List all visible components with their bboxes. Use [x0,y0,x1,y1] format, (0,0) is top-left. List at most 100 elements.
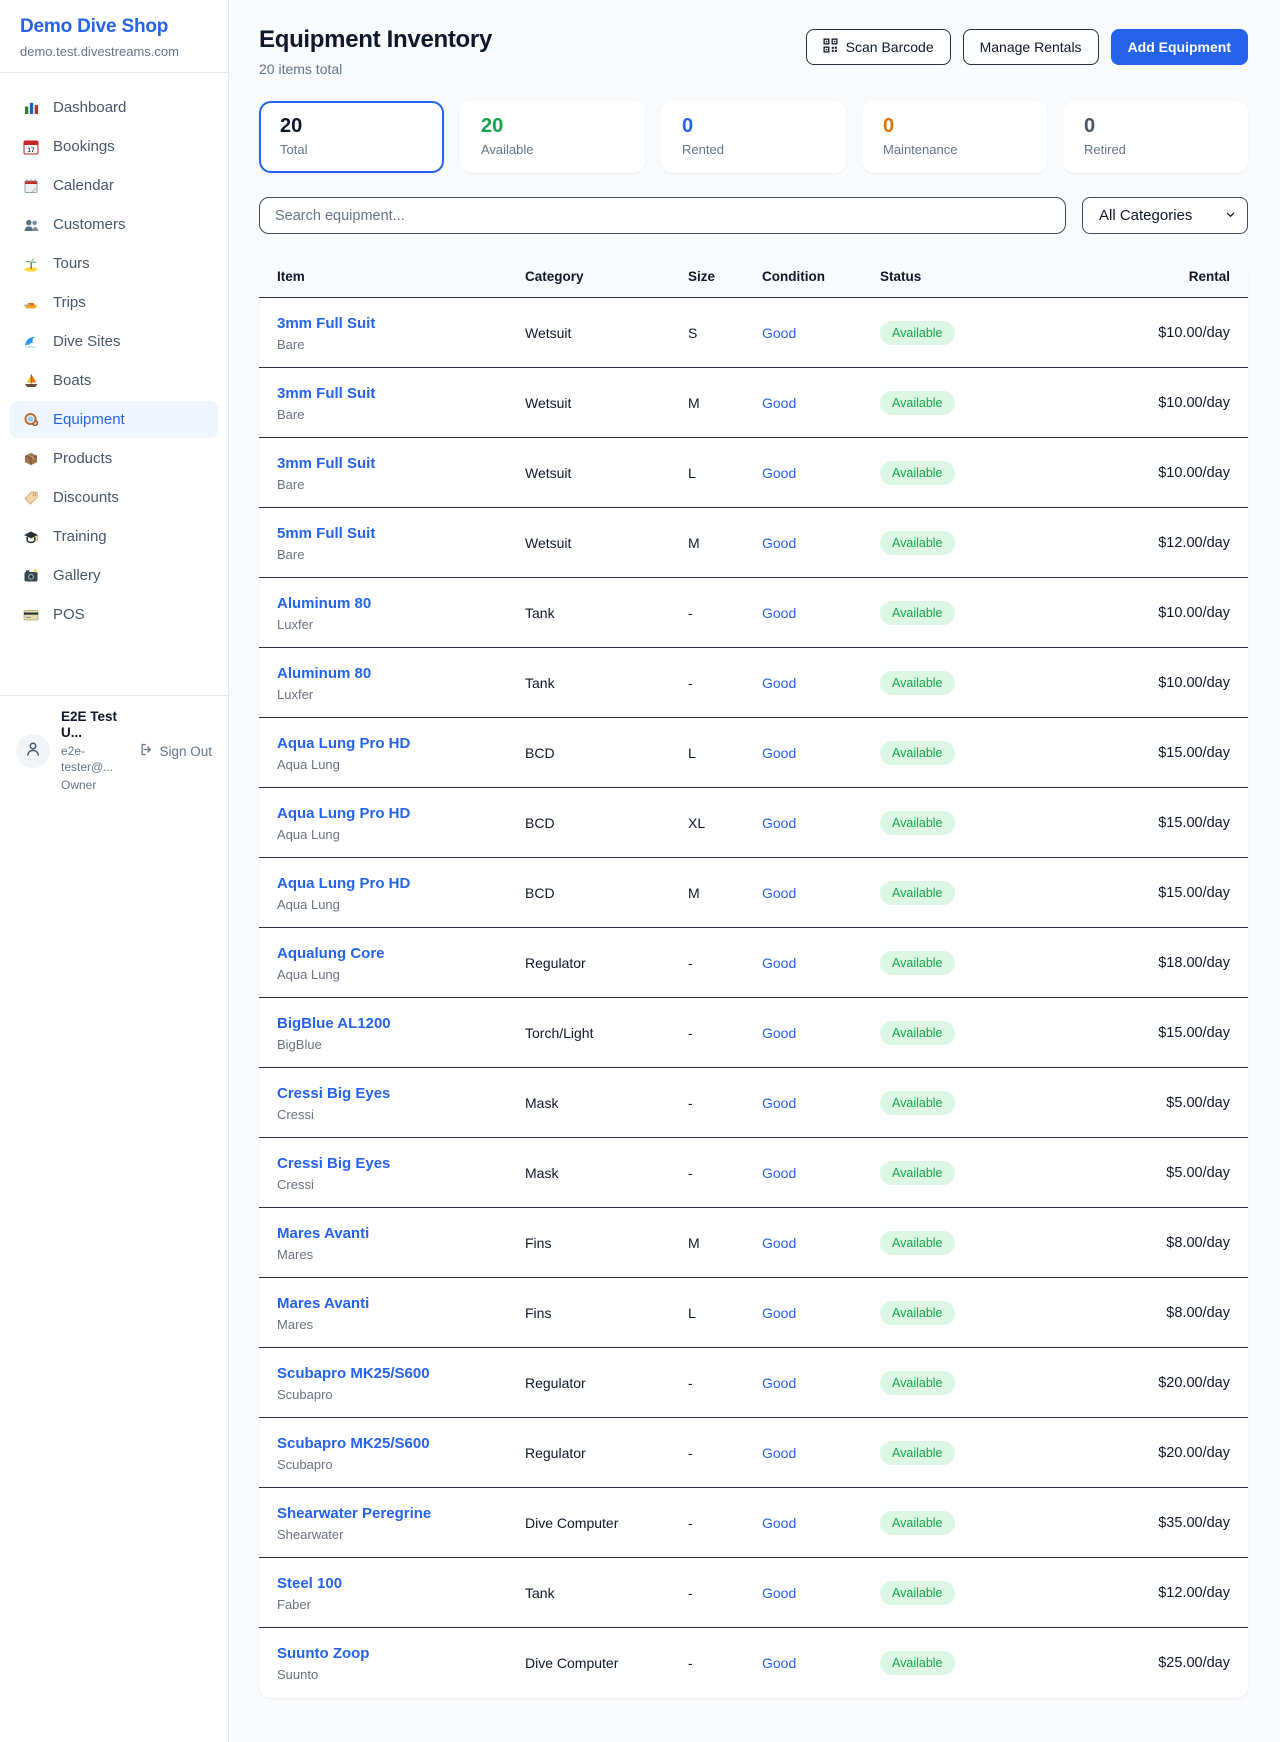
size-cell: M [688,394,700,411]
rental-cell: $15.00/day [1158,814,1230,831]
condition-link[interactable]: Good [762,1164,797,1181]
condition-link[interactable]: Good [762,1444,797,1461]
category-cell: Regulator [525,954,586,971]
stat-card-retired[interactable]: 0 Retired [1063,101,1248,173]
condition-link[interactable]: Good [762,814,797,831]
condition-link[interactable]: Good [762,534,797,551]
sidebar-item-trips[interactable]: Trips [10,284,218,321]
item-name-link[interactable]: Mares Avanti [277,1294,370,1312]
rental-cell: $5.00/day [1166,1094,1230,1111]
rental-cell: $15.00/day [1158,884,1230,901]
status-cell: Available [880,1020,1118,1045]
stat-card-maintenance[interactable]: 0 Maintenance [862,101,1047,173]
condition-link[interactable]: Good [762,674,797,691]
condition-link[interactable]: Good [762,744,797,761]
item-name-link[interactable]: 5mm Full Suit [277,524,376,542]
item-name-link[interactable]: Shearwater Peregrine [277,1504,432,1522]
scan-barcode-button[interactable]: Scan Barcode [805,29,951,65]
manage-rentals-label: Manage Rentals [979,39,1082,55]
add-equipment-button[interactable]: Add Equipment [1110,29,1248,65]
condition-link[interactable]: Good [762,1094,797,1111]
manage-rentals-button[interactable]: Manage Rentals [962,29,1099,65]
condition-link[interactable]: Good [762,1514,797,1531]
condition-link[interactable]: Good [762,1304,797,1321]
rental-cell: $10.00/day [1158,324,1230,341]
equipment-table: Item Category Size Condition Status Rent… [259,256,1248,1698]
stat-card-total[interactable]: 20 Total [259,101,444,173]
item-name-link[interactable]: Cressi Big Eyes [277,1154,391,1172]
sidebar-item-equipment[interactable]: Equipment [10,401,218,438]
size-cell: - [688,1444,693,1461]
condition-link[interactable]: Good [762,1655,797,1671]
item-name-link[interactable]: Aqualung Core [277,944,385,962]
table-row: 3mm Full Suit Bare Wetsuit L Good Available $1… [259,438,1248,508]
size-cell: L [688,464,696,481]
item-name-link[interactable]: Cressi Big Eyes [277,1084,391,1102]
item-brand: Bare [277,336,305,352]
sidebar-item-products[interactable]: Products [10,440,218,477]
condition-link[interactable]: Good [762,884,797,901]
category-cell: BCD [525,814,555,831]
condition-link[interactable]: Good [762,1374,797,1391]
sidebar-item-calendar[interactable]: Calendar [10,167,218,204]
condition-link[interactable]: Good [762,1234,797,1251]
status-cell: Available [880,1651,1118,1675]
sidebar-item-discounts[interactable]: Discounts [10,479,218,516]
column-header-rental: Rental [1188,269,1230,284]
chevron-down-icon [1225,207,1236,224]
item-name-link[interactable]: Aluminum 80 [277,664,372,682]
sidebar: Demo Dive Shop demo.test.divestreams.com… [0,0,229,1742]
condition-link[interactable]: Good [762,464,797,481]
item-name-link[interactable]: Aqua Lung Pro HD [277,734,411,752]
item-name-link[interactable]: BigBlue AL1200 [277,1014,391,1032]
sidebar-item-customers[interactable]: Customers [10,206,218,243]
category-cell: Regulator [525,1374,586,1391]
condition-link[interactable]: Good [762,394,797,411]
table-row: Steel 100 Faber Tank - Good Available $12.00/d… [259,1558,1248,1628]
sidebar-item-pos[interactable]: POS [10,596,218,633]
rental-cell: $15.00/day [1158,744,1230,761]
status-badge: Available [880,1090,955,1115]
category-cell: Fins [525,1304,552,1321]
item-brand: Scubapro [277,1456,333,1472]
sidebar-item-tours[interactable]: Tours [10,245,218,282]
size-cell: - [688,1374,693,1391]
sidebar-nav: Dashboard 17 Bookings Calendar Customers Tour… [0,73,228,635]
item-name-link[interactable]: Aqua Lung Pro HD [277,874,411,892]
search-input[interactable] [259,197,1066,234]
condition-link[interactable]: Good [762,1584,797,1601]
item-name-link[interactable]: Scubapro MK25/S600 [277,1434,430,1452]
item-name-link[interactable]: Aluminum 80 [277,594,372,612]
item-name-link[interactable]: Mares Avanti [277,1224,370,1242]
status-cell: Available [880,530,1118,555]
condition-link[interactable]: Good [762,954,797,971]
item-name-link[interactable]: Steel 100 [277,1574,343,1592]
sidebar-item-bookings[interactable]: 17 Bookings [10,128,218,165]
sidebar-item-dive-sites[interactable]: Dive Sites [10,323,218,360]
size-cell: L [688,1304,696,1321]
item-name-link[interactable]: Aqua Lung Pro HD [277,804,411,822]
category-cell: Dive Computer [525,1514,619,1531]
stat-card-available[interactable]: 20 Available [460,101,645,173]
sidebar-item-training[interactable]: Training [10,518,218,555]
table-row: Shearwater Peregrine Shearwater Dive Compu… [259,1488,1248,1558]
stat-card-rented[interactable]: 0 Rented [661,101,846,173]
item-cell: Steel 100 Faber [277,1574,525,1612]
item-name-link[interactable]: 3mm Full Suit [277,454,376,472]
condition-link[interactable]: Good [762,324,797,341]
sidebar-item-boats[interactable]: Boats [10,362,218,399]
item-name-link[interactable]: 3mm Full Suit [277,314,376,332]
column-header-category: Category [525,269,584,284]
size-cell: M [688,1234,700,1251]
sidebar-item-gallery[interactable]: Gallery [10,557,218,594]
condition-link[interactable]: Good [762,604,797,621]
item-name-link[interactable]: 3mm Full Suit [277,384,376,402]
item-name-link[interactable]: Suunto Zoop [277,1645,370,1662]
sign-out-button[interactable]: Sign Out [139,742,212,760]
item-cell: Cressi Big Eyes Cressi [277,1154,525,1192]
condition-link[interactable]: Good [762,1024,797,1041]
item-name-link[interactable]: Scubapro MK25/S600 [277,1364,430,1382]
sidebar-item-dashboard[interactable]: Dashboard [10,89,218,126]
item-cell: Mares Avanti Mares [277,1294,525,1332]
category-filter-select[interactable]: All Categories [1082,197,1248,234]
